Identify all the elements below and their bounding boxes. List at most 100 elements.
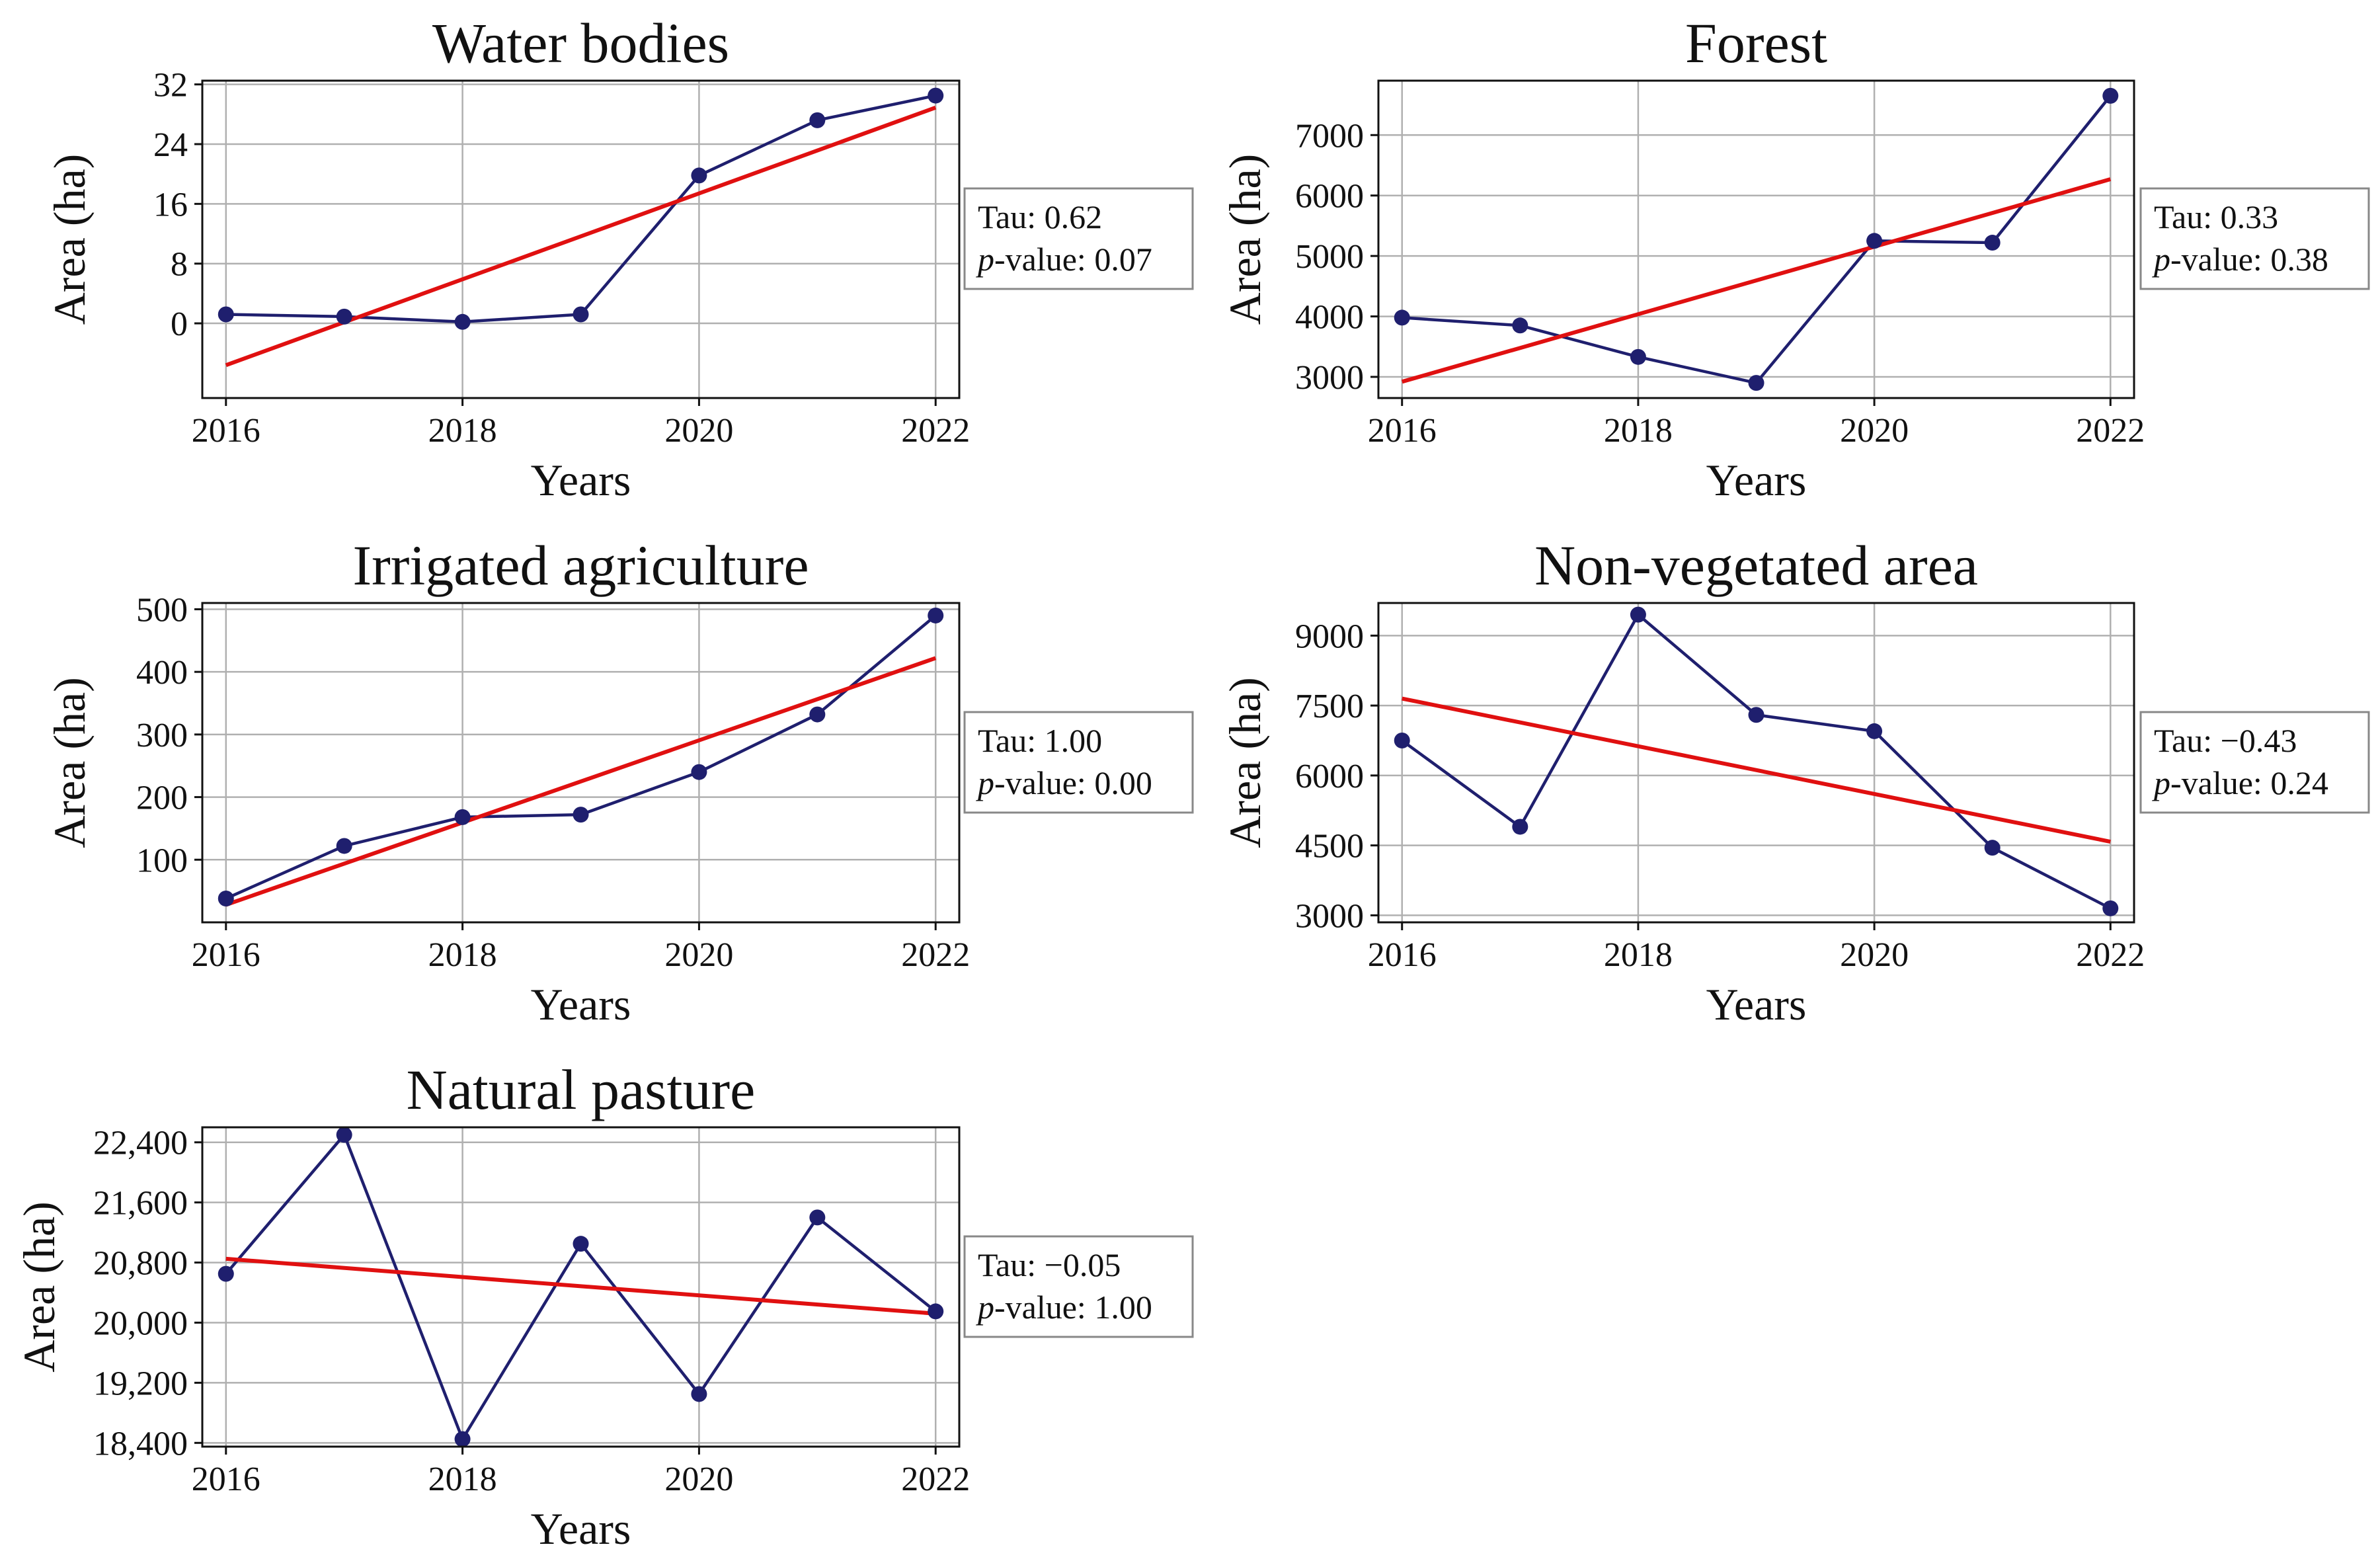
y-tick-label: 16 [153, 186, 188, 223]
data-point [1512, 317, 1528, 334]
x-tick-label: 2018 [428, 412, 497, 450]
x-tick-label: 2020 [664, 936, 733, 974]
y-tick-label: 200 [136, 780, 188, 817]
p-value: -value: 0.07 [994, 241, 1152, 278]
y-tick-label: 20,000 [93, 1304, 188, 1342]
y-tick-label: 300 [136, 717, 188, 754]
chart-panel-1: 2016 2018 2020 2022 0 8 16 24 32 Water bodies Year… [44, 11, 1194, 505]
tau-text: Tau: −0.05 [978, 1246, 1121, 1283]
plot-frame [201, 602, 961, 924]
y-tick-label: 32 [153, 67, 188, 104]
x-tick-label: 2022 [901, 1461, 970, 1498]
data-point [1984, 235, 2001, 251]
x-tick-label: 2022 [901, 412, 970, 450]
data-point [454, 809, 471, 825]
data-point [1630, 606, 1646, 623]
y-tick-label: 7500 [1295, 688, 1364, 725]
trend-line [1401, 177, 2112, 384]
chart-title: Forest [1685, 11, 1827, 75]
trend-line [225, 1256, 936, 1316]
tau-text: Tau: −0.43 [2154, 722, 2297, 759]
data-point [1394, 733, 1410, 749]
stats-box [2139, 711, 2370, 814]
plot-frame [201, 79, 961, 399]
chart-panel-5: 2016 2018 2020 2022 18,400 19,200 20,000 20,800… [14, 1058, 1194, 1554]
y-tick-label: 6000 [1295, 758, 1364, 795]
data-point [573, 306, 589, 323]
data-point [928, 87, 944, 104]
data-point [573, 1236, 589, 1252]
y-axis-label: Area (ha) [1220, 677, 1270, 848]
p-symbol: p [2152, 241, 2170, 278]
plot-frame [1377, 602, 2135, 924]
chart-panel-2: 2016 2018 2020 2022 3000 4000 5000 6000 7000 Fore… [1220, 11, 2370, 505]
p-symbol: p [2152, 764, 2170, 801]
chart-title: Water bodies [432, 11, 729, 75]
data-point [218, 891, 234, 907]
x-axis-label: Years [1706, 979, 1807, 1029]
x-tick-label: 2016 [192, 936, 260, 974]
charts-root: 2016 2018 2020 2022 0 8 16 24 32 Water bodies Year… [14, 11, 2370, 1554]
series-line [225, 94, 936, 324]
p-value: -value: 0.00 [994, 764, 1152, 801]
data-point [1866, 723, 1883, 739]
x-tick-label: 2016 [192, 1461, 260, 1498]
tau-text: Tau: 0.62 [978, 198, 1102, 235]
y-tick-label: 24 [153, 126, 188, 164]
stats-box [963, 711, 1194, 814]
data-point [809, 1209, 826, 1226]
x-tick-label: 2020 [664, 1461, 733, 1498]
chart-title: Natural pasture [407, 1058, 756, 1121]
x-tick-label: 2018 [1604, 412, 1673, 450]
y-tick-label: 8 [171, 246, 188, 284]
x-tick-label: 2018 [428, 936, 497, 974]
p-symbol: p [976, 241, 994, 278]
x-tick-label: 2020 [664, 412, 733, 450]
x-tick-label: 2022 [2076, 412, 2145, 450]
plot-frame [1377, 79, 2135, 399]
y-tick-label: 21,600 [93, 1185, 188, 1222]
stats-box [963, 1235, 1194, 1338]
x-axis-label: Years [531, 455, 631, 505]
y-tick-label: 100 [136, 842, 188, 879]
data-point [218, 306, 234, 323]
y-tick-label: 5000 [1295, 238, 1364, 276]
data-point [1630, 348, 1646, 365]
data-point [691, 167, 707, 184]
data-point [336, 1127, 352, 1143]
p-value-text: p-value: 0.24 [2152, 764, 2328, 801]
y-tick-label: 20,800 [93, 1245, 188, 1283]
p-symbol: p [976, 1289, 994, 1326]
data-point [1748, 707, 1765, 723]
stats-box [963, 187, 1194, 290]
data-point [928, 1303, 944, 1320]
x-tick-label: 2016 [192, 412, 260, 450]
y-tick-label: 19,200 [93, 1365, 188, 1402]
x-tick-label: 2022 [2076, 936, 2145, 974]
x-tick-label: 2022 [901, 936, 970, 974]
data-point [1748, 375, 1765, 391]
data-point [1512, 819, 1528, 835]
data-point [2102, 87, 2119, 104]
y-axis-label: Area (ha) [44, 677, 95, 848]
p-value: -value: 1.00 [994, 1289, 1152, 1326]
tau-text: Tau: 1.00 [978, 722, 1102, 759]
y-axis-label: Area (ha) [1220, 154, 1270, 325]
data-point [809, 706, 826, 723]
x-axis-label: Years [531, 1503, 631, 1554]
stats-box [2139, 187, 2370, 290]
chart-title: Non-vegetated area [1534, 534, 1978, 597]
p-value-text: p-value: 0.38 [2152, 241, 2328, 278]
data-point [1984, 840, 2001, 856]
y-tick-label: 400 [136, 654, 188, 692]
data-point [809, 112, 826, 128]
data-point [218, 1265, 234, 1282]
x-tick-label: 2018 [1604, 936, 1673, 974]
p-value-text: p-value: 1.00 [976, 1289, 1152, 1326]
y-axis-label: Area (ha) [14, 1201, 64, 1373]
plot-frame [201, 1126, 961, 1448]
trend-line [225, 105, 937, 368]
x-axis-label: Years [531, 979, 631, 1029]
p-value-text: p-value: 0.00 [976, 764, 1152, 801]
